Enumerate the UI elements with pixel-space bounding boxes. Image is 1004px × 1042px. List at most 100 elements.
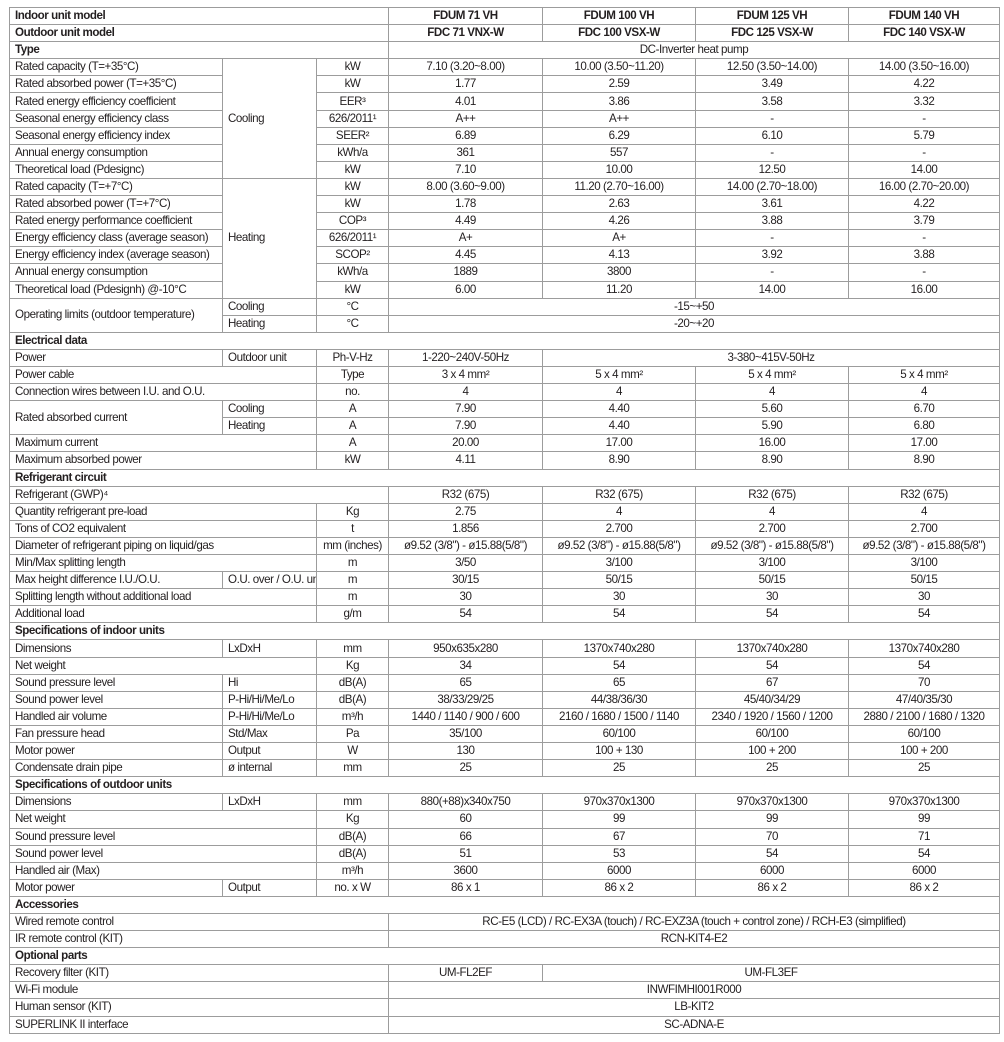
row-label: Splitting length without additional load [9, 588, 317, 607]
value-cell: 6.80 [848, 417, 1000, 436]
value-cell: 54 [848, 605, 1000, 624]
unit-label: m [316, 588, 389, 607]
table-row: Tons of CO2 equivalent t 1.856 2.700 2.700 2.… [9, 519, 1000, 538]
value-cell: 30 [542, 588, 696, 607]
value-cell: 3.92 [695, 246, 849, 265]
condition-label: Output [222, 878, 317, 897]
unit-label: Kg [316, 656, 389, 675]
value-cell: 17.00 [542, 434, 696, 453]
model-header-row: Indoor unit model FDUM 71 VH FDUM 100 VH FD… [9, 6, 1000, 26]
value-cell: 4.40 [542, 417, 696, 436]
row-label: Energy efficiency class (average season) [9, 229, 223, 248]
table-row: Rated energy performance coefficient COP³… [9, 212, 1000, 231]
value-cell: 54 [388, 605, 543, 624]
unit-label: 626/2011¹ [316, 109, 389, 128]
row-label: Seasonal energy efficiency class [9, 109, 223, 128]
section-row: Specifications of outdoor units [9, 776, 1000, 795]
row-label: Net weight [9, 810, 317, 829]
row-label: Min/Max splitting length [9, 553, 317, 573]
row-label: Maximum absorbed power [9, 451, 317, 470]
model-name: FDC 100 VSX-W [542, 24, 696, 43]
value-cell: 6.10 [695, 126, 849, 145]
unit-label: 626/2011¹ [316, 229, 389, 248]
unit-label: mm (inches) [316, 536, 389, 556]
condition-label: Cooling [222, 297, 317, 316]
specifications-table: Indoor unit model FDUM 71 VH FDUM 100 VH FD… [9, 6, 1000, 1034]
section-row: Electrical data [9, 331, 1000, 350]
value-cell: 4.45 [388, 246, 543, 265]
value-cell: 130 [388, 742, 543, 761]
value-cell: 3/100 [695, 553, 849, 573]
value-cell: LB-KIT2 [388, 998, 1000, 1017]
table-row: Maximum current A 20.00 17.00 16.00 17.00 [9, 434, 1000, 453]
unit-label: A [316, 417, 389, 436]
value-cell: 3800 [542, 263, 696, 282]
table-row: Sound pressure level Hi dB(A) 65 65 67 70 [9, 673, 1000, 692]
section-row: Accessories [9, 895, 1000, 914]
value-cell: 54 [848, 656, 1000, 675]
unit-label: t [316, 519, 389, 538]
model-name: FDC 140 VSX-W [848, 24, 1000, 43]
value-cell: 970x370x1300 [542, 793, 696, 812]
value-cell: 16.00 [695, 434, 849, 453]
value-cell: 4 [848, 502, 1000, 521]
value-cell: 86 x 2 [542, 878, 696, 897]
row-label: SUPERLINK II interface [9, 1015, 389, 1034]
value-cell: - [848, 143, 1000, 162]
unit-label: Pa [316, 724, 389, 744]
value-cell: 6.00 [388, 280, 543, 299]
table-row: Additional load g/m 54 54 54 54 [9, 605, 1000, 624]
value-cell: 970x370x1300 [848, 793, 1000, 812]
value-cell: 10.00 [542, 160, 696, 179]
value-cell: R32 (675) [695, 485, 849, 504]
table-row: Dimensions LxDxH mm 950x635x280 1370x740x280… [9, 639, 1000, 658]
value-cell: 65 [542, 673, 696, 692]
value-cell: 14.00 (2.70~18.00) [695, 177, 849, 197]
row-label: Annual energy consumption [9, 143, 223, 162]
value-cell: 4.13 [542, 246, 696, 265]
value-cell: 2.700 [848, 519, 1000, 538]
value-cell: 880(+88)x340x750 [388, 793, 543, 812]
section-row: Specifications of indoor units [9, 622, 1000, 641]
section-header: Optional parts [9, 947, 1000, 966]
table-row: Seasonal energy efficiency index SEER² 6.8… [9, 126, 1000, 145]
table-row: Type DC-Inverter heat pump [9, 41, 1000, 60]
value-cell: -20~+20 [388, 314, 1000, 333]
value-cell: 12.50 (3.50~14.00) [695, 58, 849, 77]
value-cell: 30 [695, 588, 849, 607]
value-cell: 8.00 (3.60~9.00) [388, 177, 543, 197]
table-row: Rated absorbed power (T=+7°C) kW 1.78 2.63 3… [9, 195, 1000, 214]
row-label: Tons of CO2 equivalent [9, 519, 317, 538]
value-cell: ø9.52 (3/8") - ø15.88(5/8") [848, 536, 1000, 556]
table-row: Annual energy consumption kWh/a 361 557- - [9, 143, 1000, 162]
table-row: Splitting length without additional load… [9, 588, 1000, 607]
row-label: Rated energy performance coefficient [9, 212, 223, 231]
table-row: Rated energy efficiency coefficient EER³ 4… [9, 92, 1000, 111]
value-cell: 54 [695, 844, 849, 863]
value-cell: 8.90 [848, 451, 1000, 470]
value-cell: 4.22 [848, 195, 1000, 214]
table-row: Connection wires between I.U. and O.U. no… [9, 383, 1000, 402]
table-row: Rated absorbed current Cooling A 7.90 4.40 5.… [9, 400, 1000, 436]
unit-label: kW [316, 177, 389, 197]
section-header: Specifications of indoor units [9, 622, 1000, 641]
row-label: Power [9, 348, 223, 367]
value-cell: 6000 [848, 861, 1000, 880]
value-cell: 3.88 [695, 212, 849, 231]
table-row: Net weight Kg 34 54 54 54 [9, 656, 1000, 675]
model-name: FDC 125 VSX-W [695, 24, 849, 43]
value-cell: - [848, 229, 1000, 248]
value-cell: 16.00 (2.70~20.00) [848, 177, 1000, 197]
value-cell: 30/15 [388, 571, 543, 590]
value-cell: 2160 / 1680 / 1500 / 1140 [542, 707, 696, 726]
row-label: Handled air volume [9, 707, 223, 726]
value-cell: 50/15 [695, 571, 849, 590]
value-cell: 54 [695, 656, 849, 675]
row-label: Additional load [9, 605, 317, 624]
value-cell: 3.86 [542, 92, 696, 111]
value-cell: UM-FL2EF [388, 964, 543, 983]
section-header: Electrical data [9, 331, 1000, 350]
value-cell: - [695, 143, 849, 162]
value-cell: 14.00 [695, 280, 849, 299]
value-cell: 7.10 [388, 160, 543, 179]
